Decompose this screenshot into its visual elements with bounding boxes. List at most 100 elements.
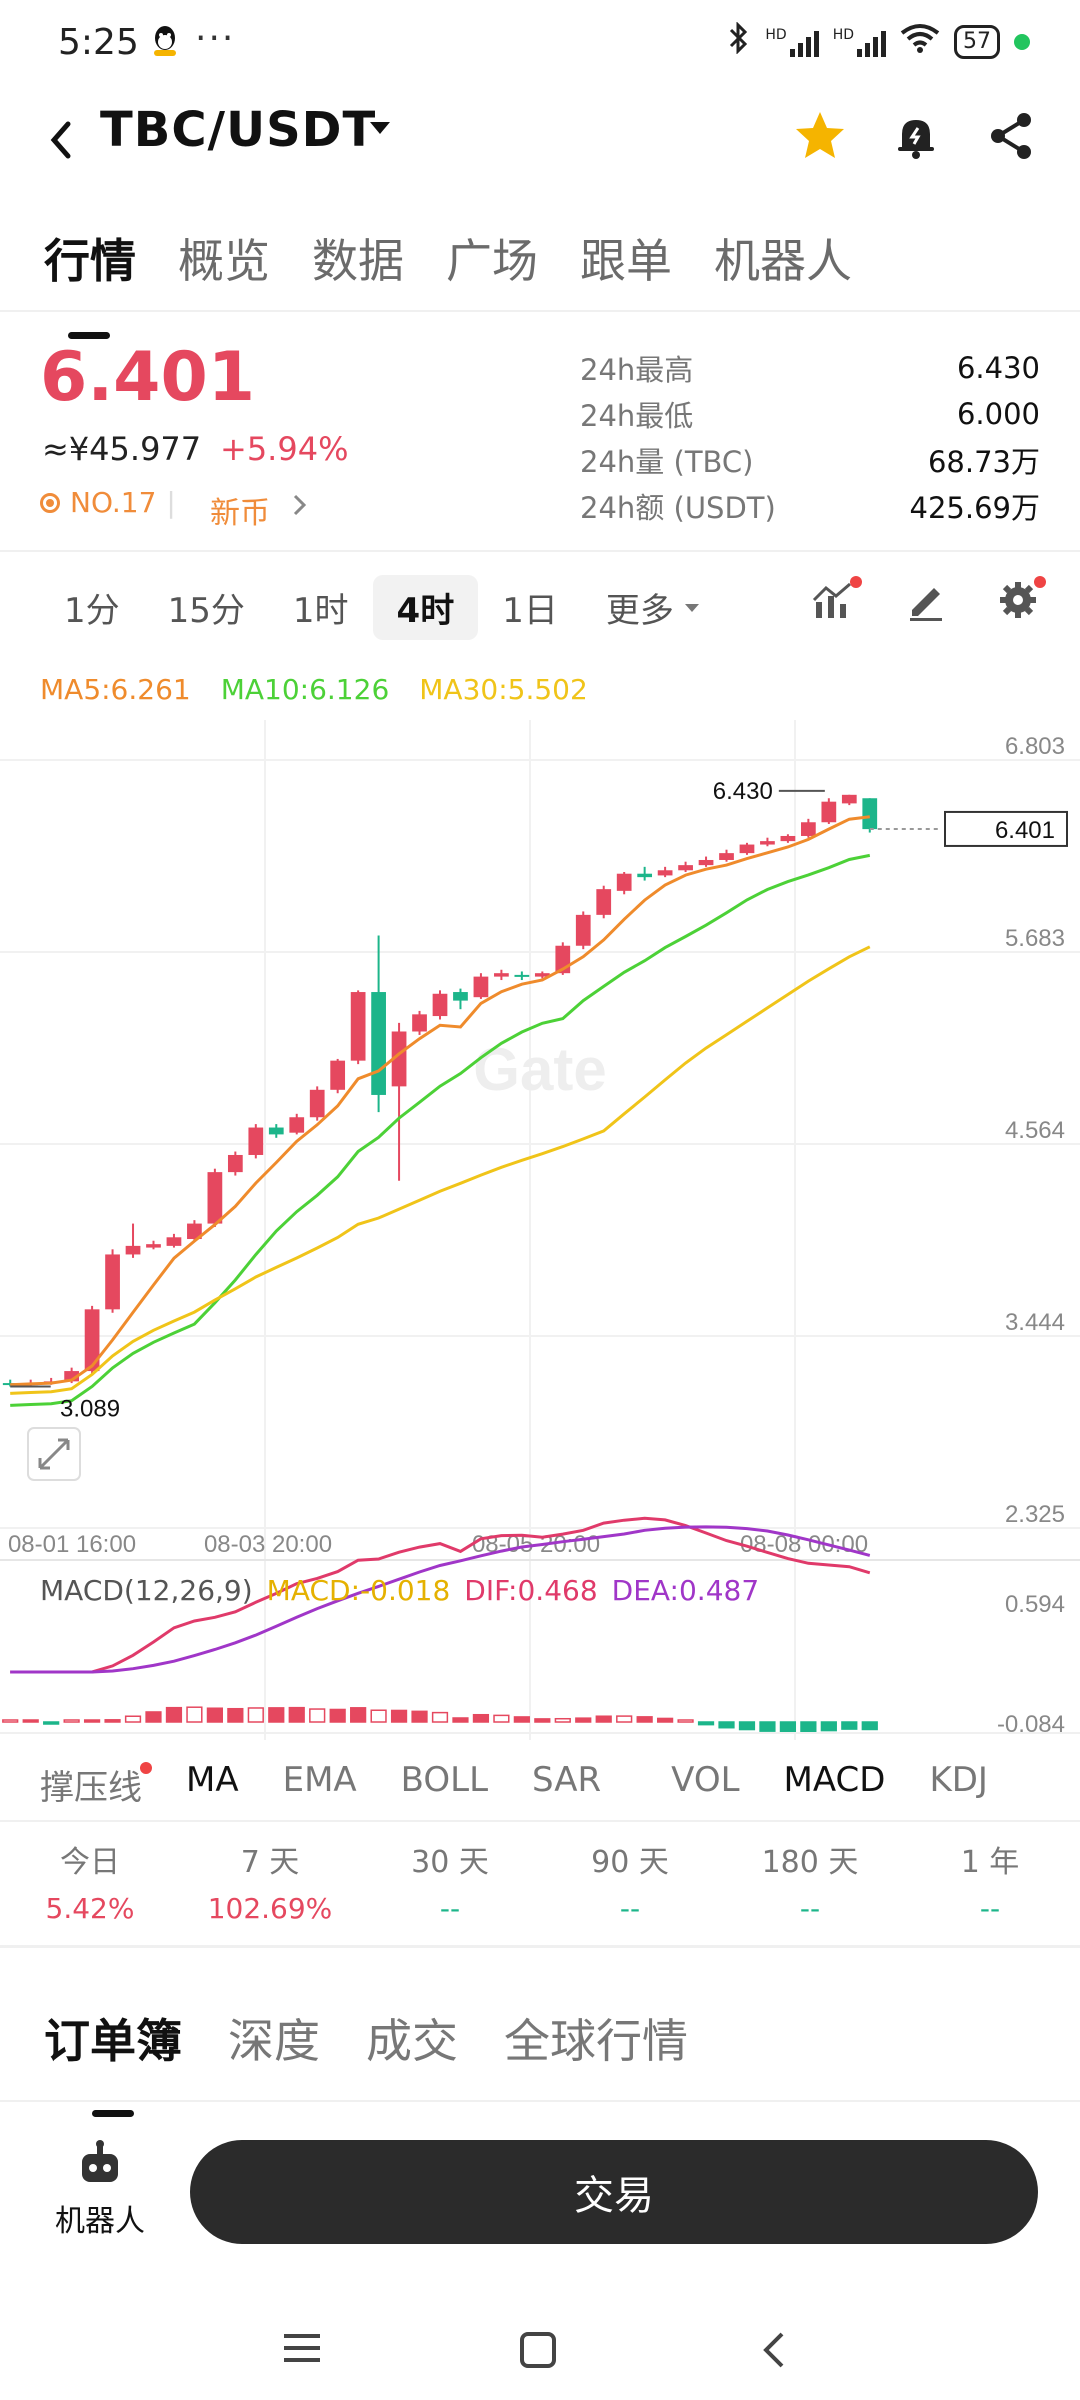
indicator-ma[interactable]: MA bbox=[186, 1760, 239, 1800]
stat-value: 68.73万 bbox=[927, 445, 1040, 479]
x-axis-tick-label: 08-03 20:00 bbox=[204, 1531, 332, 1558]
ma10-value: MA10:6.126 bbox=[220, 673, 390, 706]
timeframe-1d[interactable]: 1日 bbox=[502, 591, 558, 631]
tab-label: 订单簿 bbox=[44, 2014, 182, 2068]
candle-body bbox=[350, 992, 366, 1061]
indicator-sar[interactable]: SAR bbox=[532, 1760, 602, 1800]
y-axis-tick-label: 2.325 bbox=[1005, 1501, 1065, 1528]
rank-badge: NO.17 | bbox=[40, 486, 176, 519]
tab-market[interactable]: 行情 bbox=[44, 225, 136, 339]
indicator-vol[interactable]: VOL bbox=[671, 1760, 740, 1800]
trade-button[interactable]: 交易 bbox=[190, 2140, 1038, 2244]
back-icon[interactable] bbox=[40, 110, 80, 174]
timeframe-15m[interactable]: 15分 bbox=[167, 591, 245, 631]
perf-90d: 90 天 -- bbox=[540, 1840, 720, 1932]
hd-label: HD bbox=[765, 26, 787, 43]
candle-body bbox=[821, 801, 837, 823]
tab-orderbook[interactable]: 订单簿 bbox=[44, 2005, 182, 2117]
macd-histogram-bar bbox=[227, 1707, 244, 1723]
share-icon[interactable] bbox=[984, 108, 1040, 168]
pair-title[interactable]: TBC/USDT bbox=[100, 102, 377, 158]
caret-down-icon[interactable] bbox=[368, 120, 392, 140]
stat-high: 24h最高 6.430 bbox=[580, 345, 1040, 391]
home-icon[interactable] bbox=[518, 2330, 558, 2374]
candle-body bbox=[64, 1371, 79, 1382]
indicator-boll[interactable]: BOLL bbox=[400, 1760, 489, 1800]
perf-value: -- bbox=[799, 1892, 821, 1925]
favorite-star-icon[interactable] bbox=[792, 108, 848, 168]
candle-body bbox=[596, 889, 612, 915]
ma5-value: MA5:6.261 bbox=[40, 673, 191, 706]
last-price-label: 6.401 bbox=[995, 817, 1055, 844]
ma-legend: MA5:6.261 MA10:6.126 MA30:5.502 bbox=[40, 673, 588, 706]
timeframe-1h[interactable]: 1时 bbox=[292, 591, 349, 631]
nav-back-icon[interactable] bbox=[756, 2330, 792, 2374]
status-right: HD HD 57 bbox=[727, 21, 1030, 61]
macd-histogram-bar bbox=[206, 1707, 224, 1723]
orderbook-tabs: 订单簿 深度 成交 全球行情 bbox=[44, 2005, 688, 2117]
drawing-pen-icon[interactable] bbox=[904, 578, 948, 626]
tab-copy-trading[interactable]: 跟单 bbox=[580, 234, 672, 288]
ticker-stats: 24h最高 6.430 24h最低 6.000 24h量 (TBC) 68.73万 2… bbox=[580, 345, 1040, 529]
tab-bots[interactable]: 机器人 bbox=[714, 234, 852, 288]
macd-histogram-bar bbox=[165, 1706, 183, 1723]
macd-histogram-bar bbox=[83, 1719, 101, 1723]
candle-body bbox=[125, 1245, 141, 1255]
tab-overview[interactable]: 概览 bbox=[178, 234, 270, 288]
badge-dot bbox=[850, 576, 862, 588]
perf-label: 90 天 bbox=[591, 1845, 669, 1880]
price-cny: ≈¥45.977 bbox=[42, 430, 202, 468]
macd-histogram-bar bbox=[677, 1719, 694, 1723]
menu-icon[interactable] bbox=[282, 2330, 322, 2370]
stat-turnover: 24h额 (USDT) 425.69万 bbox=[580, 483, 1040, 529]
header-actions bbox=[792, 108, 1040, 168]
tab-data[interactable]: 数据 bbox=[312, 234, 404, 288]
tab-global-market[interactable]: 全球行情 bbox=[504, 2014, 688, 2068]
macd-histogram-bar bbox=[616, 1715, 633, 1723]
candle-body bbox=[616, 873, 632, 891]
price-alert-bell-icon[interactable] bbox=[888, 108, 944, 168]
chart-settings-gear-icon[interactable] bbox=[996, 576, 1046, 626]
chevron-right-icon[interactable] bbox=[290, 488, 310, 529]
y-axis-tick-label: 3.444 bbox=[1005, 1309, 1065, 1336]
indicator-bar: 撑压线 MA EMA BOLL SAR VOL MACD KDJ bbox=[40, 1760, 1060, 1809]
indicator-label: 撑压线 bbox=[40, 1768, 142, 1808]
badge-dot bbox=[140, 1762, 152, 1774]
signal-icon-1: HD bbox=[765, 26, 819, 57]
timeframe-4h[interactable]: 4时 bbox=[372, 575, 479, 640]
dea-value: DEA:0.487 bbox=[611, 1574, 760, 1607]
macd-histogram-bar bbox=[554, 1717, 571, 1723]
indicator-support-resistance[interactable]: 撑压线 bbox=[40, 1760, 152, 1809]
candlestick-chart[interactable]: Gate 6.803 5.683 4.564 3.444 2.325 08-01 16:… bbox=[0, 700, 1080, 1740]
timeframe-more[interactable]: 更多 bbox=[582, 575, 724, 640]
bot-button[interactable]: 机器人 bbox=[50, 2140, 150, 2240]
candle-body bbox=[780, 835, 796, 842]
stat-value: 425.69万 bbox=[909, 491, 1040, 525]
tab-depth[interactable]: 深度 bbox=[228, 2014, 320, 2068]
perf-label: 7 天 bbox=[240, 1845, 300, 1880]
ma5-line bbox=[10, 815, 870, 1387]
candle-body bbox=[412, 1014, 427, 1032]
candle-body bbox=[207, 1172, 223, 1224]
tab-trades[interactable]: 成交 bbox=[366, 2014, 458, 2068]
dif-line bbox=[10, 1516, 871, 1674]
indicator-chart-icon[interactable] bbox=[812, 576, 862, 626]
status-time: 5:25 bbox=[58, 22, 139, 63]
badge-dot bbox=[1034, 576, 1046, 588]
timeframe-1m[interactable]: 1分 bbox=[64, 591, 120, 631]
tab-square[interactable]: 广场 bbox=[446, 234, 538, 288]
macd-histogram-bar bbox=[493, 1714, 510, 1723]
wifi-icon bbox=[900, 23, 940, 60]
candle-body bbox=[330, 1060, 346, 1090]
indicator-macd[interactable]: MACD bbox=[783, 1760, 886, 1800]
x-axis-tick-label: 08-01 16:00 bbox=[8, 1531, 136, 1558]
macd-histogram-bar bbox=[145, 1711, 162, 1723]
macd-histogram-bar bbox=[800, 1721, 817, 1733]
candle-body bbox=[719, 853, 734, 860]
indicator-ema[interactable]: EMA bbox=[282, 1760, 357, 1800]
expand-chart-icon[interactable] bbox=[27, 1427, 81, 1481]
indicator-kdj[interactable]: KDJ bbox=[929, 1760, 988, 1800]
new-coin-tag[interactable]: 新币 bbox=[210, 496, 270, 531]
candle-body bbox=[391, 1031, 407, 1087]
y-axis-tick-label: 5.683 bbox=[1005, 925, 1065, 952]
